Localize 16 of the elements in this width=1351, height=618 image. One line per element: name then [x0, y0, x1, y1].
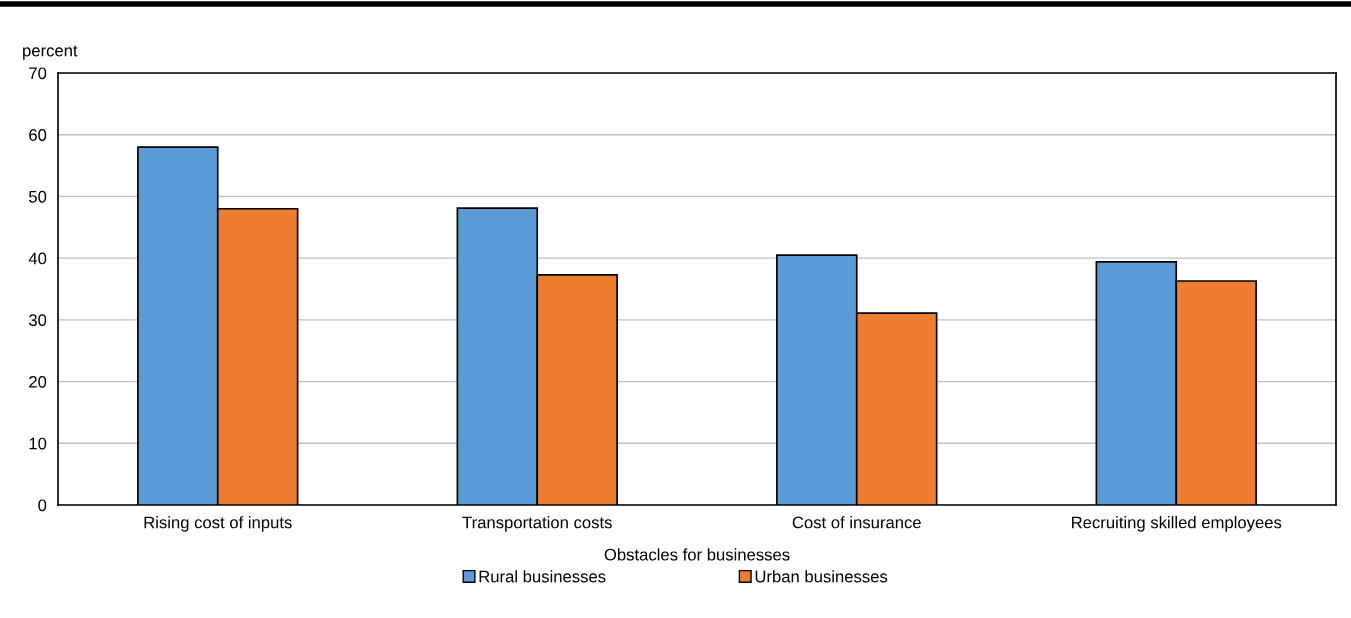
x-axis-title: Obstacles for businesses [604, 548, 790, 561]
x-tick-label: Rising cost of inputs [144, 516, 292, 532]
y-tick-label: 70 [29, 67, 47, 80]
y-tick-label: 20 [29, 375, 47, 388]
y-tick-label: 30 [28, 314, 47, 327]
y-tick-label: 40 [28, 252, 47, 265]
y-tick-label: 50 [29, 190, 47, 203]
y-tick-label: 60 [29, 129, 47, 141]
legend-label: Rural businesses [479, 570, 606, 583]
x-tick-label: Recruiting skilled employees [1072, 516, 1282, 532]
y-axis-title: percent [23, 45, 78, 60]
y-tick-label: 10 [29, 437, 47, 450]
y-tick-label: 0 [38, 499, 47, 512]
legend-label: Urban businesses [755, 570, 888, 583]
x-tick-label: Transportation costs [462, 516, 612, 532]
x-tick-label: Cost of insurance [792, 516, 921, 529]
